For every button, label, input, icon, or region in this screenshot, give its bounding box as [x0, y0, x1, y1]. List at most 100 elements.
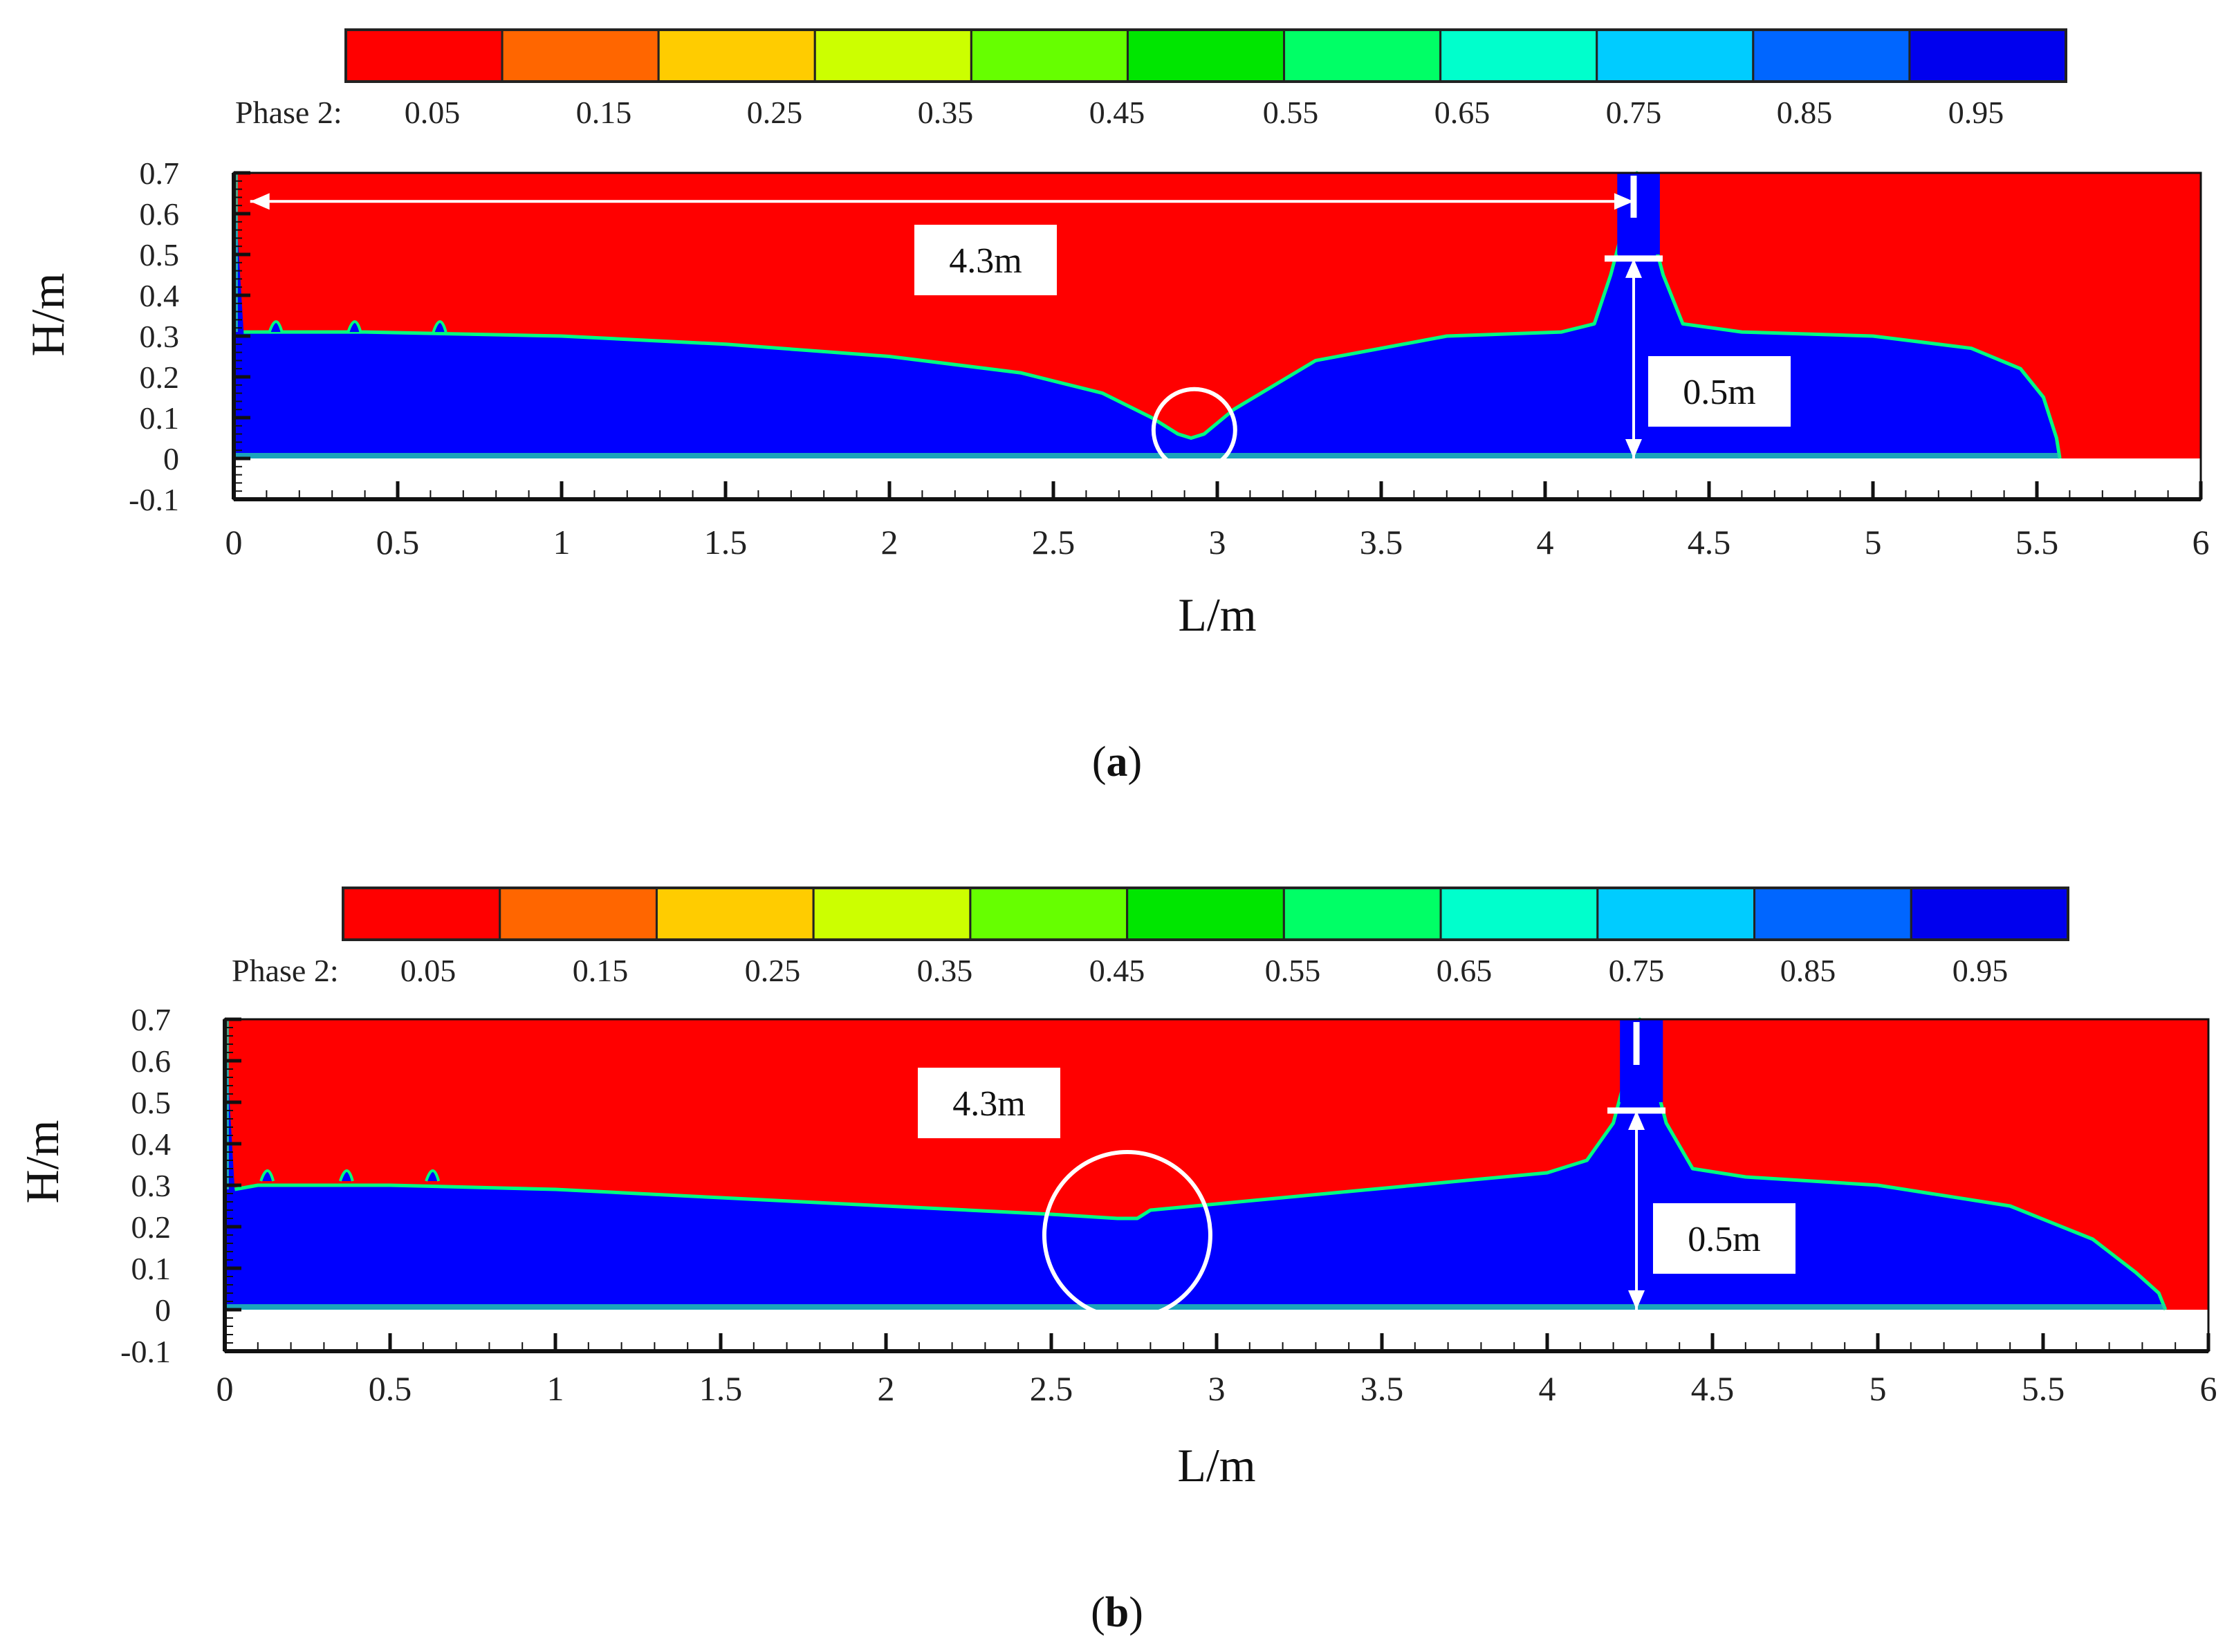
colorbar-bin [813, 28, 972, 83]
colorbar-tick-label: 0.25 [747, 95, 803, 130]
panel-b-axes: 0.7 0.6 0.5 0.4 0.3 0.2 0.1 0 -0.1 0 0.5… [120, 1002, 2217, 1408]
x-tick-label: 1.5 [704, 523, 748, 562]
colorbar-bin [1283, 28, 1442, 83]
annotation-horizontal-distance: 4.3m [949, 241, 1022, 281]
colorbar-tick-label: 0.55 [1265, 953, 1321, 988]
surface-spike [347, 320, 362, 333]
panel-b-y-axis-title: H/m [16, 1120, 68, 1204]
colorbar-bin [969, 887, 1129, 941]
y-tick-label: 0.6 [131, 1043, 172, 1079]
panel-a-y-axis-title: H/m [21, 273, 74, 357]
y-tick-label: 0.1 [140, 400, 180, 436]
x-tick-label: 5 [1870, 1369, 1887, 1408]
x-tick-label: 3.5 [1360, 1369, 1404, 1408]
y-tick-label: 0.5 [131, 1085, 172, 1120]
x-tick-label: 1 [547, 1369, 564, 1408]
y-tick-label: 0.3 [140, 319, 180, 354]
colorbar-tick-label: 0.45 [1089, 95, 1145, 130]
y-tick-label: 0.4 [140, 278, 180, 313]
panel-b-caption: (b) [1091, 1589, 1143, 1636]
y-tick-label: -0.1 [120, 1334, 171, 1369]
panel-a-plot-area [232, 171, 2202, 501]
colorbar-tick-label: 0.65 [1434, 95, 1490, 130]
y-tick-label: 0.7 [131, 1002, 172, 1037]
y-tick-label: 0.6 [140, 196, 180, 232]
highlight-circle [1151, 387, 1237, 473]
colorbar-tick-label: 0.45 [1089, 953, 1145, 988]
x-tick-label: 5.5 [2015, 523, 2059, 562]
x-tick-label: 5 [1865, 523, 1882, 562]
x-tick-label: 3.5 [1360, 523, 1403, 562]
panel-a-annotations: 4.3m 0.5m [250, 176, 1791, 473]
y-tick-label: 0.2 [140, 360, 180, 395]
colorbar-bin [1439, 887, 1599, 941]
y-tick-label: 0.2 [131, 1209, 172, 1245]
panel-b-plot-area [223, 1017, 2210, 1353]
x-tick-label: 0 [225, 523, 243, 562]
bottom-mixing-band [225, 1304, 2166, 1310]
highlight-circle [1042, 1150, 1212, 1320]
y-tick-label: 0.4 [131, 1126, 172, 1162]
caption-paren-open: ( [1091, 1589, 1105, 1636]
arrow-head-up [1628, 1111, 1645, 1130]
arrow-head-left [250, 193, 270, 210]
annotation-horizontal-distance: 4.3m [952, 1084, 1025, 1124]
colorbar-bin [501, 28, 660, 83]
annotation-box [1648, 356, 1791, 427]
y-tick-label: 0 [155, 1292, 171, 1328]
x-tick-label: 5.5 [2022, 1369, 2065, 1408]
y-tick-label: 0.1 [131, 1251, 172, 1286]
annotation-box [1653, 1203, 1795, 1274]
arrow-head-down [1628, 1290, 1645, 1310]
panel-a-colorbar-title: Phase 2: [235, 95, 342, 130]
annotation-vertical-distance: 0.5m [1683, 373, 1755, 412]
colorbar-tick-label: 0.95 [1948, 95, 2004, 130]
colorbar-bin [1752, 28, 1911, 83]
caption-paren-open: ( [1092, 739, 1107, 786]
y-tick-label: -0.1 [129, 482, 179, 517]
colorbar-bin [657, 28, 816, 83]
colorbar-tick-label: 0.65 [1437, 953, 1493, 988]
panel-b-colorbar-title: Phase 2: [232, 953, 339, 988]
colorbar-tick-label: 0.15 [576, 95, 632, 130]
colorbar-tick-label: 0.25 [745, 953, 801, 988]
x-tick-label: 6 [2193, 523, 2210, 562]
x-tick-label: 2.5 [1030, 1369, 1073, 1408]
colorbar-tick-label: 0.05 [400, 953, 456, 988]
panel-b-colorbar-labels: 0.05 0.15 0.25 0.35 0.45 0.55 0.65 0.75 … [400, 953, 2009, 988]
colorbar-tick-label: 0.35 [918, 95, 974, 130]
bottom-mixing-band [234, 453, 2060, 458]
interface-line [243, 171, 2062, 459]
x-tick-label: 4.5 [1688, 523, 1731, 562]
colorbar-bin [344, 28, 504, 83]
x-tick-label: 1.5 [699, 1369, 743, 1408]
colorbar-frame [342, 887, 2069, 941]
colorbar-tick-label: 0.85 [1777, 95, 1833, 130]
surface-spike [338, 1169, 354, 1182]
panel-b-colorbar: Phase 2: 0.05 0.15 0.25 0.35 0.45 0.55 0… [232, 887, 2069, 988]
colorbar-bin [655, 887, 815, 941]
x-tick-label: 1 [553, 523, 571, 562]
caption-paren-close: ) [1129, 1589, 1143, 1636]
panel-a-colorbar-labels: 0.05 0.15 0.25 0.35 0.45 0.55 0.65 0.75 … [405, 95, 2004, 130]
colorbar-bin [1126, 28, 1286, 83]
x-tick-label: 4 [1539, 1369, 1556, 1408]
colorbar-tick-label: 0.35 [917, 953, 973, 988]
surface-spike [425, 1169, 441, 1182]
colorbar-bin [1908, 28, 2067, 83]
x-tick-label: 2 [878, 1369, 895, 1408]
panel-b-colorbar-bins [342, 887, 2069, 941]
colorbar-bin [1596, 28, 1755, 83]
x-tick-label: 0.5 [369, 1369, 412, 1408]
x-tick-label: 4 [1537, 523, 1554, 562]
colorbar-tick-label: 0.75 [1609, 953, 1665, 988]
x-tick-label: 3 [1208, 1369, 1226, 1408]
colorbar-tick-label: 0.55 [1263, 95, 1319, 130]
colorbar-tick-label: 0.05 [405, 95, 461, 130]
panel-a-colorbar: Phase 2: 0.05 0.15 0.25 0.35 0.45 0.55 0… [235, 28, 2067, 130]
colorbar-tick-label: 0.15 [573, 953, 629, 988]
y-tick-label: 0.5 [140, 237, 180, 272]
panel-a: Phase 2: 0.05 0.15 0.25 0.35 0.45 0.55 0… [21, 28, 2210, 786]
colorbar-bin [1753, 887, 1912, 941]
panel-b-x-axis-title: L/m [1177, 1439, 1255, 1492]
